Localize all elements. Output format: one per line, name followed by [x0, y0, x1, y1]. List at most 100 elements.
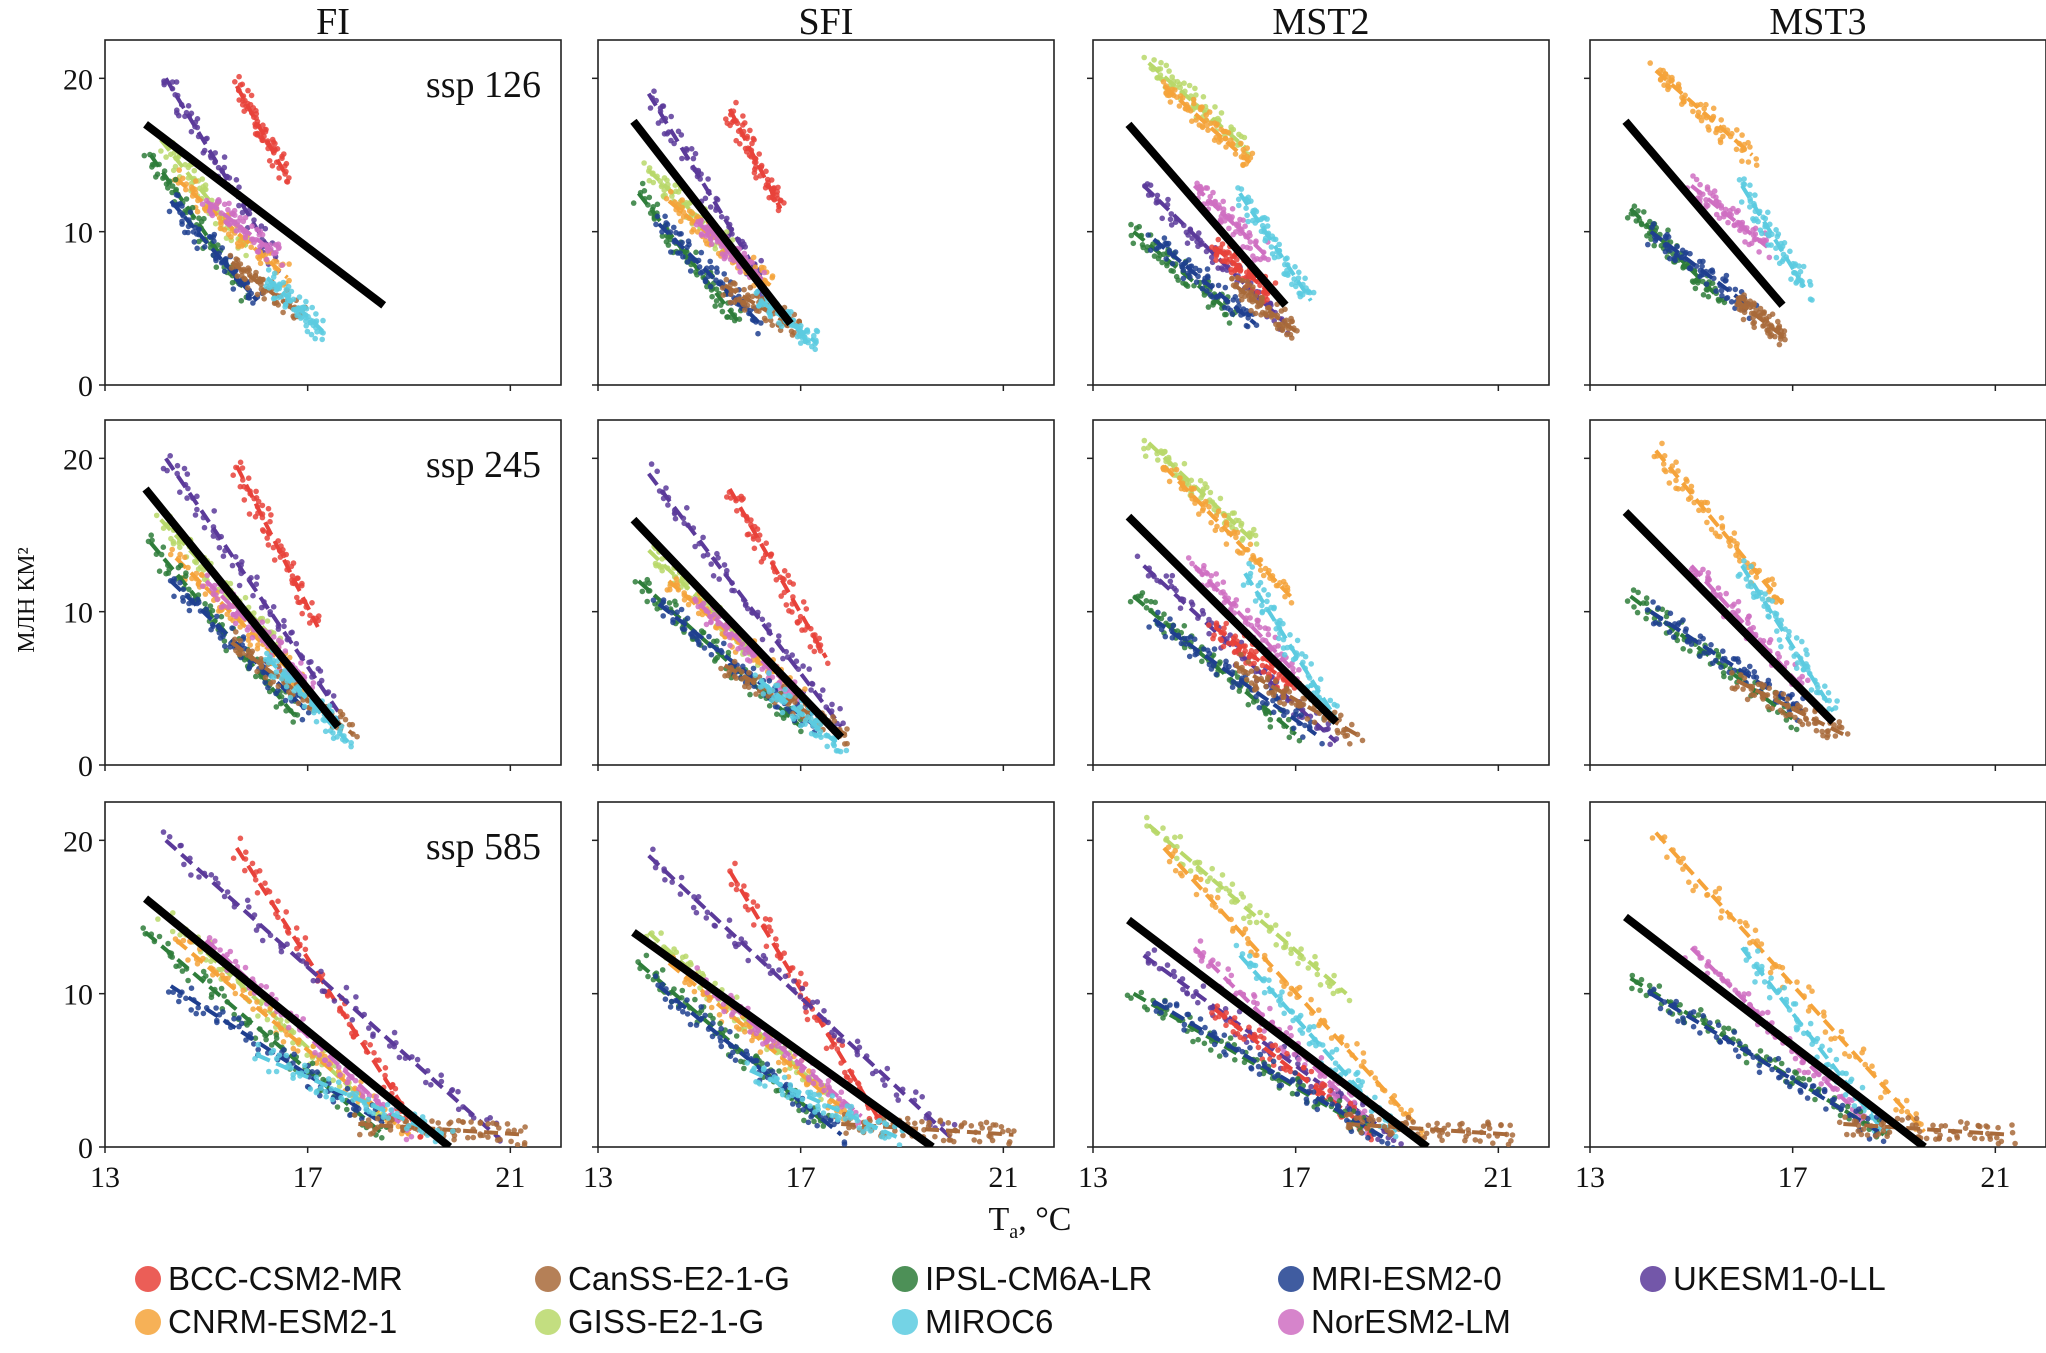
data-point [298, 660, 304, 666]
data-point [1234, 681, 1240, 687]
data-point [1141, 54, 1147, 61]
data-point [1188, 599, 1195, 605]
data-point [1245, 659, 1252, 665]
panel-0-2 [1087, 39, 1550, 391]
data-point [149, 537, 155, 544]
data-point [1733, 209, 1740, 215]
data-point [1138, 593, 1144, 599]
data-point [1189, 118, 1195, 124]
data-point [172, 176, 179, 183]
data-point [1161, 235, 1168, 241]
data-point [1239, 277, 1245, 284]
data-point [217, 225, 224, 232]
data-point [1281, 652, 1288, 658]
data-point [1831, 722, 1837, 728]
data-point [1169, 260, 1176, 267]
data-point [208, 626, 214, 633]
panel-frame [1589, 39, 2046, 386]
data-point [684, 615, 691, 622]
data-point [1177, 605, 1184, 611]
data-point [659, 556, 665, 562]
data-point [221, 201, 228, 208]
data-point [156, 568, 163, 574]
data-point [729, 231, 735, 237]
data-point [1211, 137, 1218, 143]
series-trend-line [1142, 184, 1287, 326]
data-point [1683, 626, 1689, 632]
data-point [769, 647, 775, 653]
data-point [1191, 100, 1197, 107]
data-point [1766, 685, 1772, 691]
data-point [278, 948, 285, 955]
data-point [191, 167, 198, 174]
data-point [242, 594, 249, 601]
data-point [663, 195, 670, 202]
data-point [693, 249, 699, 256]
data-point [1261, 587, 1267, 593]
data-point [1706, 127, 1712, 133]
data-point [187, 209, 194, 215]
data-point [1750, 227, 1756, 233]
series-trend-line [164, 838, 502, 1141]
data-point [1740, 686, 1746, 692]
data-point [1788, 724, 1794, 731]
data-point [286, 175, 292, 181]
data-point [755, 330, 761, 337]
data-point [737, 141, 743, 147]
data-point [237, 651, 243, 658]
data-point [1247, 239, 1254, 245]
data-point [1786, 628, 1792, 635]
data-point [736, 316, 743, 323]
data-point [671, 140, 677, 147]
data-point [763, 168, 769, 175]
data-point [1327, 697, 1334, 704]
data-point [1746, 613, 1752, 620]
data-point [783, 602, 790, 608]
data-point [167, 453, 173, 459]
data-point [294, 594, 300, 601]
data-point [1723, 590, 1729, 597]
series-trend-line [1152, 617, 1318, 736]
data-point [1225, 129, 1232, 136]
data-point [1672, 257, 1678, 264]
data-point [778, 593, 784, 599]
data-point [735, 646, 741, 652]
data-point [1714, 592, 1721, 599]
data-point [664, 131, 670, 137]
data-point [169, 183, 176, 189]
data-point [316, 613, 322, 619]
data-point [1240, 582, 1247, 588]
data-point [1822, 683, 1828, 689]
plot-area [630, 461, 853, 755]
data-point [193, 178, 199, 184]
data-point [1146, 624, 1152, 630]
data-point [271, 295, 278, 302]
data-point [1675, 468, 1681, 474]
data-point [1142, 453, 1149, 460]
data-point [391, 1029, 398, 1036]
data-point [1729, 130, 1735, 137]
data-point [1162, 448, 1168, 455]
data-point [654, 213, 661, 220]
series-cnrm-esm2-1 [1651, 440, 1785, 606]
data-point [775, 682, 781, 689]
data-point [668, 113, 674, 120]
data-point [1209, 244, 1215, 250]
data-point [175, 192, 181, 199]
data-point [158, 148, 164, 154]
data-point [176, 112, 182, 119]
data-point [308, 659, 314, 665]
data-point [1234, 274, 1241, 281]
data-point [1236, 517, 1242, 524]
data-point [487, 1115, 494, 1121]
data-point [1216, 139, 1222, 145]
data-point [1793, 665, 1800, 671]
data-point [1198, 495, 1204, 501]
data-point [221, 638, 228, 644]
series-mri-esm2-0 [1145, 232, 1260, 330]
data-point [1731, 530, 1738, 536]
data-point [1844, 731, 1851, 737]
data-point [194, 506, 200, 513]
data-point [699, 231, 705, 237]
